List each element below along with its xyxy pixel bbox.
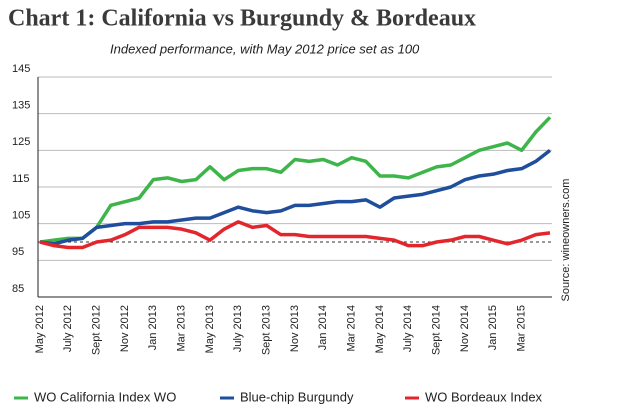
x-tick-label: Nov 2013 [289, 305, 301, 352]
x-tick-label: Sept 2012 [91, 305, 103, 355]
x-tick-label: July 2014 [402, 305, 414, 352]
y-tick-label: 125 [12, 136, 30, 148]
x-tick-label: Mar 2013 [176, 305, 188, 351]
y-tick-label: 135 [12, 100, 30, 112]
x-tick-label: Jan 2014 [317, 305, 329, 350]
source-note: Source: wineowners.com [560, 179, 572, 302]
x-tick-label: July 2013 [232, 305, 244, 352]
x-tick-label: Mar 2015 [516, 305, 528, 351]
x-tick-label: Nov 2012 [119, 305, 131, 352]
x-tick-label: Sept 2013 [261, 305, 273, 355]
y-tick-label: 115 [12, 173, 30, 185]
legend-label: WO California Index WO [34, 389, 176, 404]
chart-title: Chart 1: California vs Burgundy & Bordea… [8, 6, 476, 32]
y-tick-label: 95 [12, 246, 24, 258]
x-tick-label: Jan 2013 [147, 305, 159, 350]
x-tick-label: July 2012 [62, 305, 74, 352]
x-tick-label: Nov 2014 [459, 305, 471, 352]
y-tick-label: 145 [12, 63, 30, 75]
y-tick-label: 85 [12, 283, 24, 295]
y-tick-label: 105 [12, 210, 30, 222]
x-tick-label: May 2014 [374, 305, 386, 353]
x-tick-label: May 2013 [204, 305, 216, 353]
legend-label: Blue-chip Burgundy [240, 389, 354, 404]
x-tick-label: Sept 2014 [431, 305, 443, 355]
chart-subtitle: Indexed performance, with May 2012 price… [110, 41, 420, 56]
series-line [39, 148, 552, 246]
x-tick-label: Mar 2014 [346, 305, 358, 351]
legend-label: WO Bordeaux Index [425, 389, 543, 404]
series-line [39, 220, 551, 250]
series-line [39, 116, 552, 244]
x-tick-label: May 2012 [34, 305, 46, 353]
x-tick-label: Jan 2015 [487, 305, 499, 350]
